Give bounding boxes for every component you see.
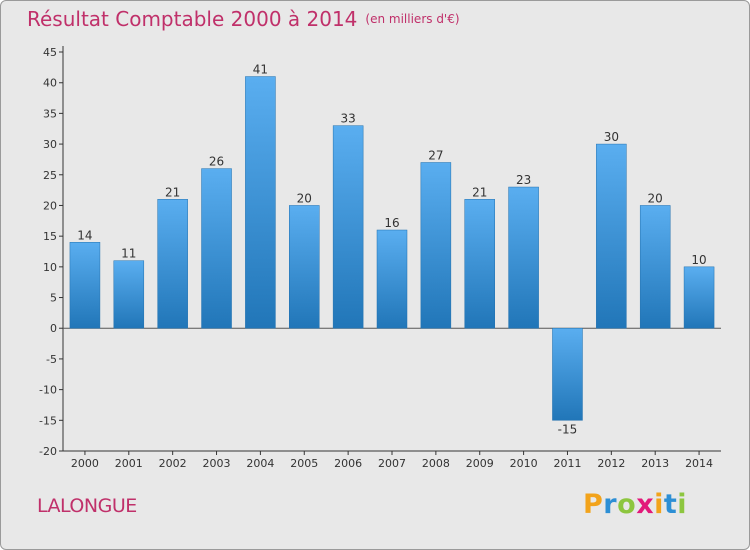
y-tick-label: -5 xyxy=(46,353,57,366)
bar-value-label: 21 xyxy=(472,185,487,199)
bar-value-label: 33 xyxy=(340,112,355,126)
y-tick-label: 20 xyxy=(43,199,57,212)
y-tick-label: 35 xyxy=(43,107,57,120)
bar xyxy=(376,229,408,329)
chart-title: Résultat Comptable 2000 à 2014 (en millie… xyxy=(27,7,460,31)
bar xyxy=(508,186,539,329)
logo-letter: i xyxy=(654,489,664,520)
y-tick-label: -10 xyxy=(39,384,57,397)
x-tick-label: 2002 xyxy=(159,457,187,470)
bar xyxy=(113,260,145,329)
x-tick-label: 2012 xyxy=(597,457,625,470)
y-tick-label: -20 xyxy=(39,445,57,458)
x-tick-label: 2003 xyxy=(203,457,231,470)
x-tick-label: 2001 xyxy=(115,457,143,470)
bar-value-label: 11 xyxy=(121,247,136,261)
logo-letter: o xyxy=(617,489,637,520)
x-tick-label: 2007 xyxy=(378,457,406,470)
bar-value-label: 10 xyxy=(691,253,706,267)
y-tick-label: 15 xyxy=(43,230,57,243)
bar xyxy=(596,143,627,329)
y-tick-label: 0 xyxy=(50,322,57,335)
x-tick-label: 2005 xyxy=(290,457,318,470)
bar xyxy=(464,199,495,329)
x-tick-label: 2000 xyxy=(71,457,99,470)
y-tick-label: 10 xyxy=(43,261,57,274)
logo-letter: r xyxy=(603,489,618,520)
logo-letter: t xyxy=(663,489,678,520)
chart-title-text: Résultat Comptable 2000 à 2014 xyxy=(27,7,358,31)
x-tick-label: 2011 xyxy=(553,457,581,470)
bar xyxy=(683,266,715,329)
logo-letter: i xyxy=(677,489,688,520)
bar-value-label: 20 xyxy=(297,191,312,205)
bar-labels: 14 11 21 26 41 20 33 16 27 21 23 -15 30 20 10 xyxy=(77,63,706,437)
y-tick-label: 25 xyxy=(43,169,57,182)
bar xyxy=(639,205,671,329)
bar-value-label: 20 xyxy=(648,191,663,205)
x-tick-label: 2013 xyxy=(641,457,669,470)
proxiti-logo: Proxiti xyxy=(583,489,687,520)
bar-value-label: 21 xyxy=(165,185,180,199)
y-tick-label: 45 xyxy=(43,46,57,59)
logo-letter: x xyxy=(636,489,655,520)
y-tick-label: 30 xyxy=(43,138,57,151)
logo-letter: P xyxy=(583,489,604,520)
bar-value-label: 26 xyxy=(209,155,224,169)
bar-value-label: -15 xyxy=(558,422,578,436)
x-tick-label: 2006 xyxy=(334,457,362,470)
bar xyxy=(245,76,276,329)
bars xyxy=(69,76,715,421)
bar-value-label: 27 xyxy=(428,148,443,162)
bar-value-label: 41 xyxy=(253,63,268,77)
x-tick-label: 2008 xyxy=(422,457,450,470)
chart-subtitle: (en milliers d'€) xyxy=(365,12,460,26)
bar xyxy=(289,205,320,329)
bar-value-label: 23 xyxy=(516,173,531,187)
bar-value-label: 14 xyxy=(77,228,92,242)
y-tick-label: 5 xyxy=(50,292,57,305)
x-tick-label: 2010 xyxy=(510,457,538,470)
y-tick-label: -15 xyxy=(39,414,57,427)
bar xyxy=(201,168,232,329)
commune-label: LALONGUE xyxy=(37,495,137,517)
bar-value-label: 30 xyxy=(604,130,619,144)
bar xyxy=(157,199,188,329)
x-tick-label: 2009 xyxy=(466,457,494,470)
bar xyxy=(552,327,583,421)
bar xyxy=(420,162,452,329)
bar xyxy=(69,242,101,329)
y-tick-label: 40 xyxy=(43,77,57,90)
bar-value-label: 16 xyxy=(384,216,399,230)
x-tick-label: 2004 xyxy=(246,457,274,470)
bar xyxy=(332,125,364,329)
x-tick-label: 2014 xyxy=(685,457,713,470)
